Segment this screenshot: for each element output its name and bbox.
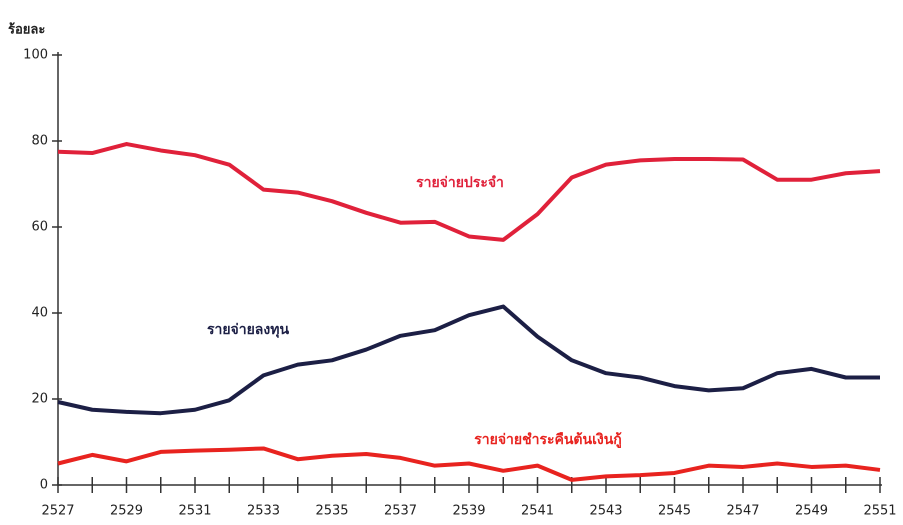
x-tick-label: 2543 <box>589 504 622 519</box>
y-tick-label: 40 <box>31 306 48 321</box>
x-tick-label: 2541 <box>521 504 554 519</box>
x-tick-label: 2529 <box>110 504 143 519</box>
x-tick-label: 2539 <box>452 504 485 519</box>
y-tick-label: 80 <box>31 134 48 149</box>
x-tick-label: 2549 <box>795 504 828 519</box>
series-label: รายจ่ายลงทุน <box>207 322 289 338</box>
series-label: รายจ่ายประจำ <box>416 175 504 191</box>
y-tick-label: 100 <box>23 48 48 63</box>
series-line <box>57 304 880 416</box>
series-line <box>57 142 881 242</box>
y-tick-label: 0 <box>40 478 48 493</box>
x-tick-label: 2537 <box>384 504 417 519</box>
y-axis-label: ร้อยละ <box>8 22 45 38</box>
y-tick-label: 60 <box>31 220 48 235</box>
x-tick-label: 2531 <box>178 504 211 519</box>
y-tick-label: 20 <box>31 392 48 407</box>
x-tick-label: 2545 <box>658 504 691 519</box>
x-tick-label: 2551 <box>863 504 896 519</box>
series-line <box>57 446 881 482</box>
x-tick-label: 2527 <box>41 504 74 519</box>
x-tick-label: 2547 <box>726 504 759 519</box>
x-tick-label: 2533 <box>247 504 280 519</box>
x-tick-label: 2535 <box>315 504 348 519</box>
series-label: รายจ่ายชำระคืนต้นเงินกู้ <box>474 432 622 448</box>
